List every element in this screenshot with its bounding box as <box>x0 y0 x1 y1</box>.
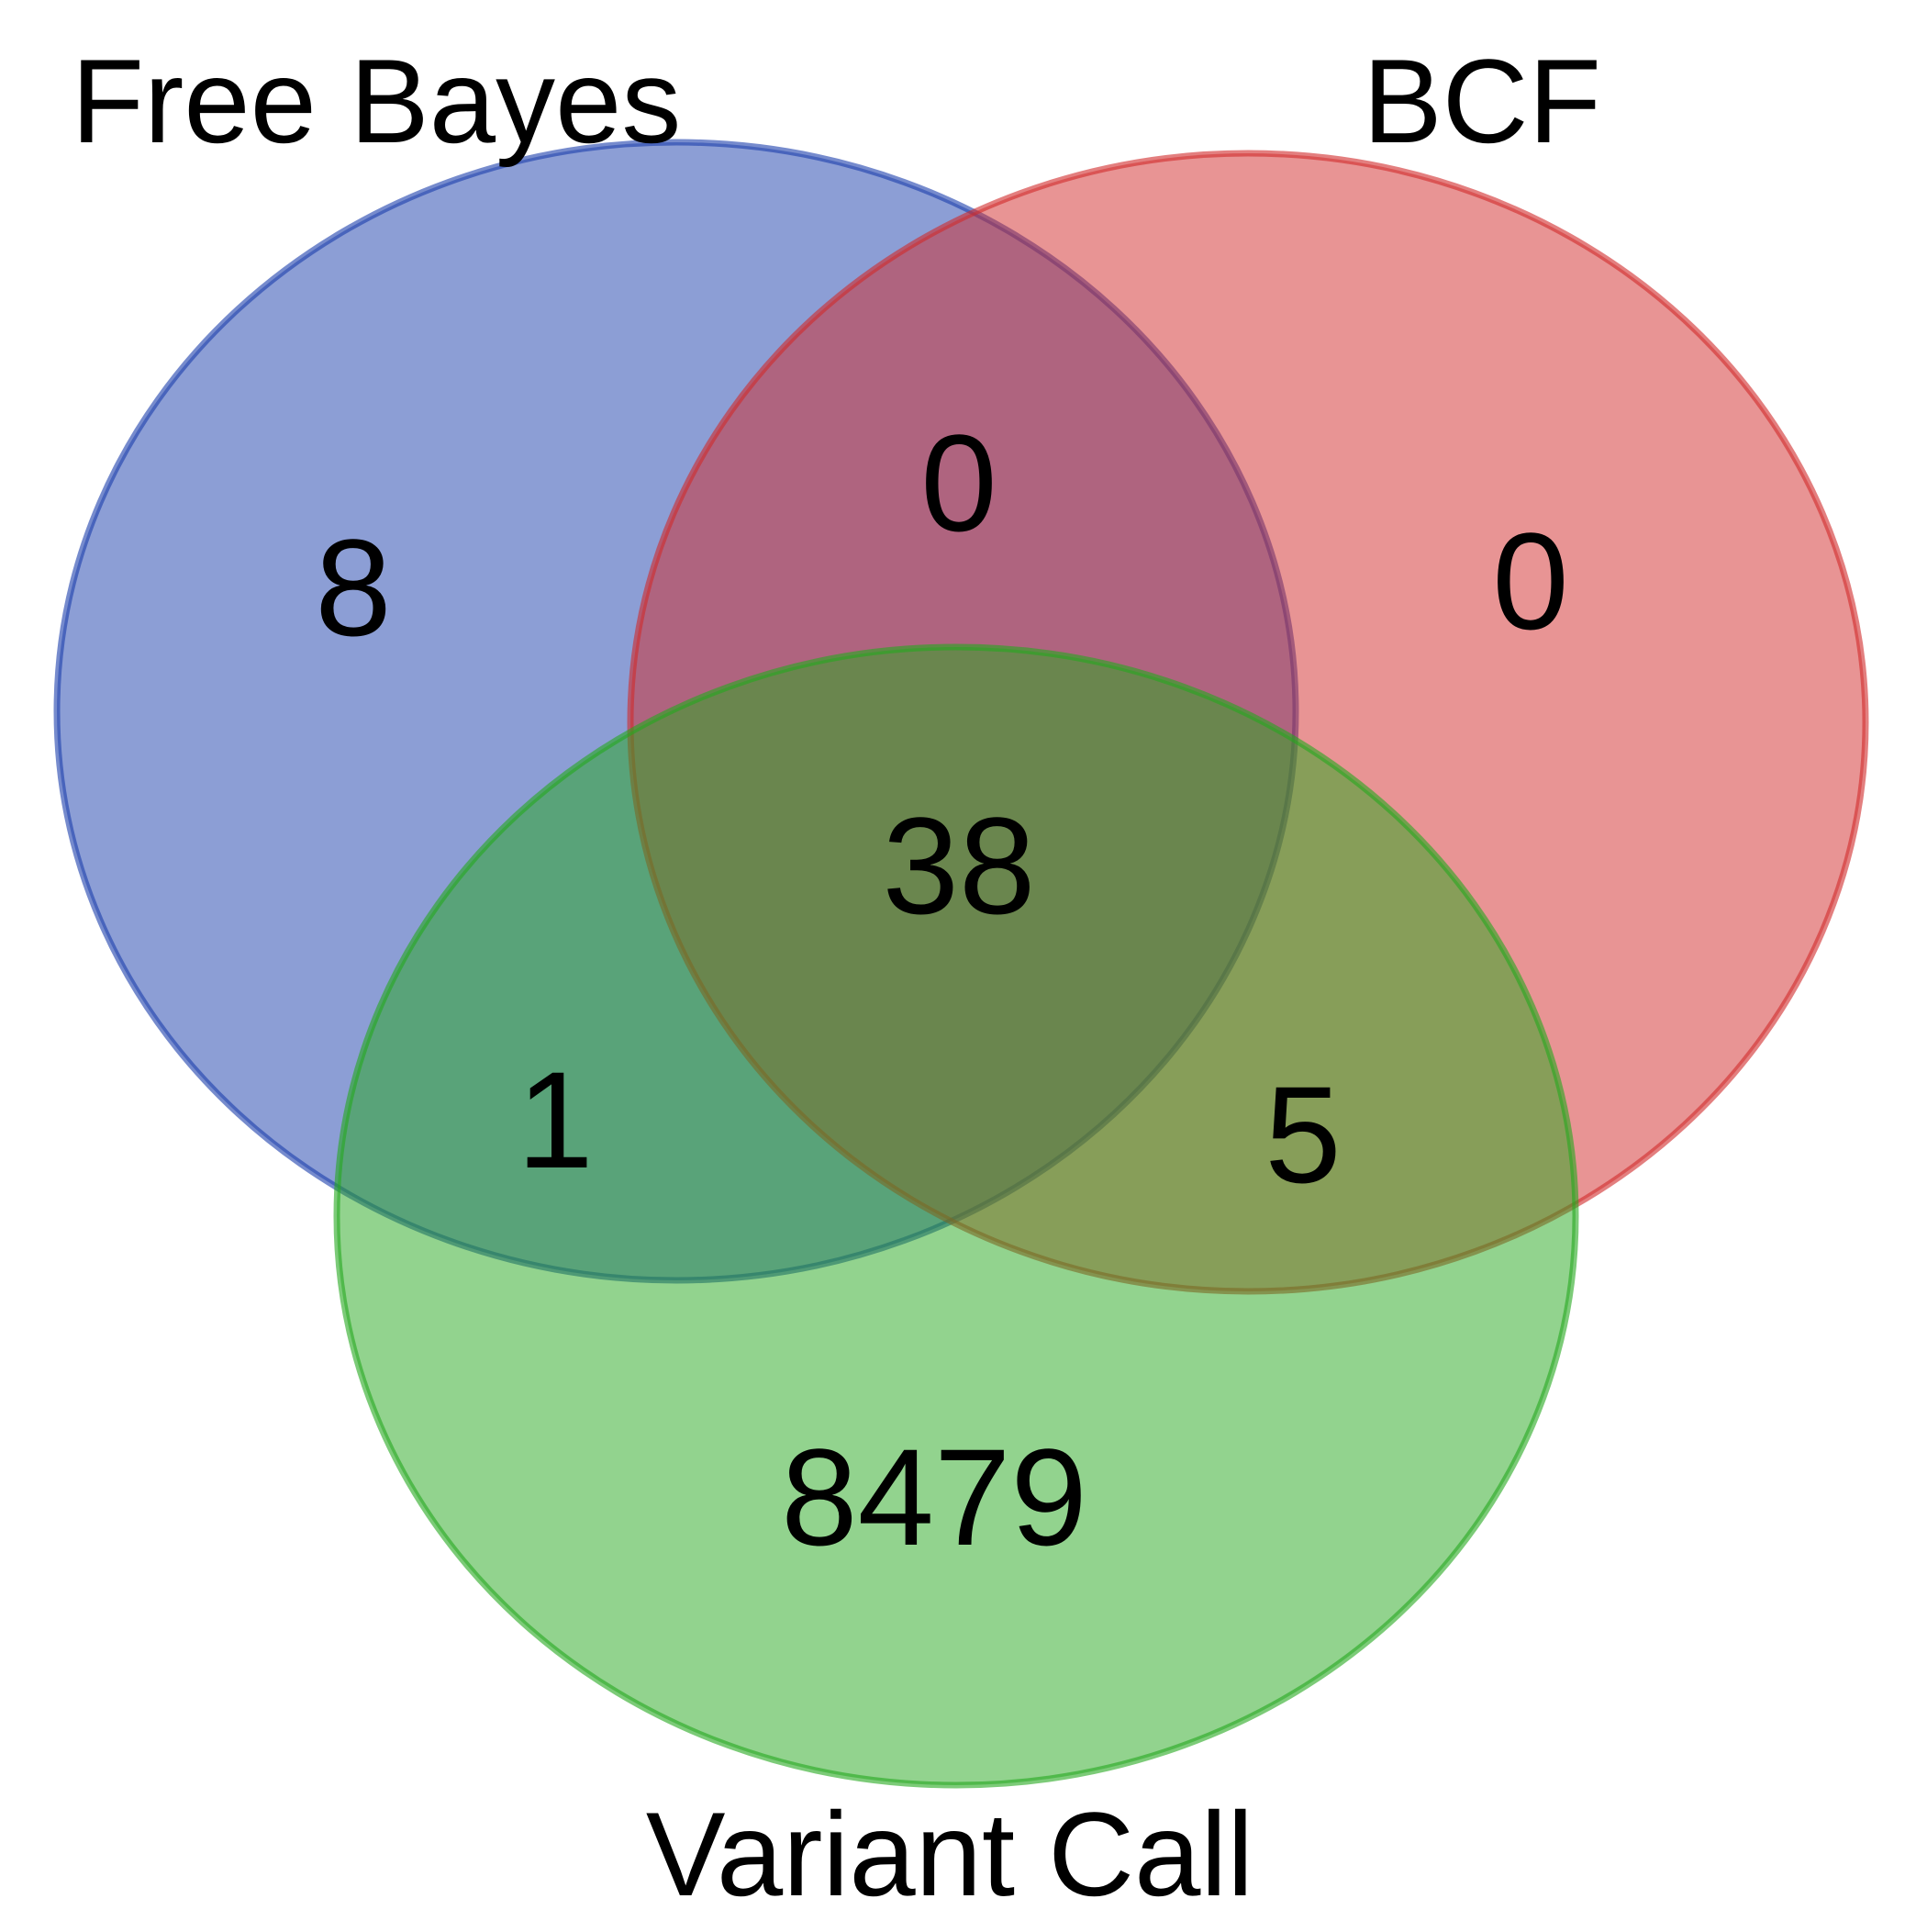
set-labels: Free Bayes BCF Variant Call <box>72 34 1601 1921</box>
bcf-variant-call-count: 5 <box>1264 1057 1341 1212</box>
all-three-count: 38 <box>883 788 1036 943</box>
free-bayes-label: Free Bayes <box>72 34 682 168</box>
bcf-label: BCF <box>1363 34 1601 168</box>
variant-call-label: Variant Call <box>646 1787 1253 1921</box>
set-circles <box>53 139 1869 1789</box>
variant-call-circle <box>333 643 1579 1789</box>
region-counts: 8 0 0 38 1 5 8479 <box>315 406 1568 1574</box>
free-bayes-bcf-count: 0 <box>920 406 997 560</box>
free-bayes-variant-call-count: 1 <box>517 1043 593 1197</box>
free-bayes-only-count: 8 <box>315 510 391 664</box>
variant-call-only-count: 8479 <box>781 1420 1087 1574</box>
bcf-only-count: 0 <box>1492 504 1568 658</box>
